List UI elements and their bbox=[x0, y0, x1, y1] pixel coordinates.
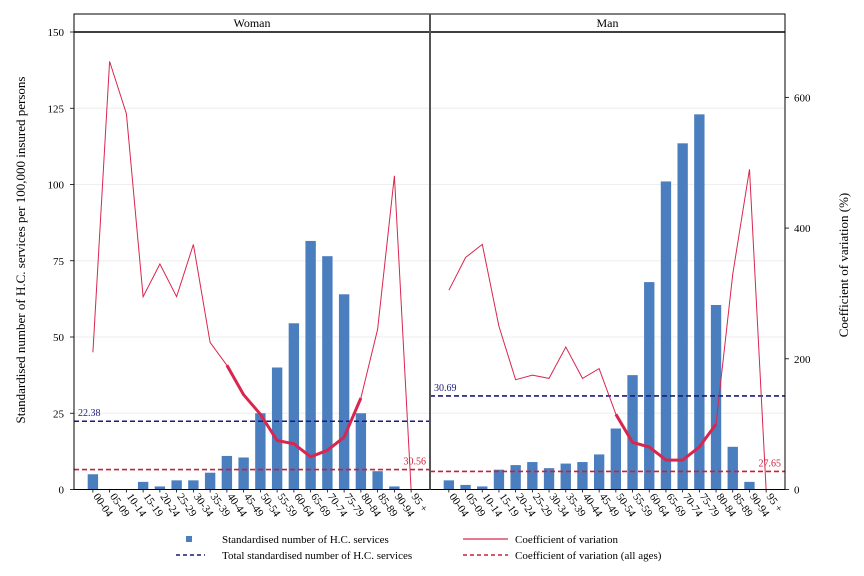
y2-tick-label: 0 bbox=[794, 485, 800, 497]
bar-woman-8 bbox=[221, 455, 233, 490]
facet-label-woman: Woman bbox=[233, 16, 270, 30]
y-tick-label: 50 bbox=[53, 332, 65, 344]
bar-woman-0 bbox=[87, 474, 99, 490]
legend-cv-label: Coefficient of variation bbox=[515, 534, 619, 546]
legend: Standardised number of H.C. services Tot… bbox=[176, 534, 662, 562]
cv-all-ref-label-woman: 30.56 bbox=[404, 457, 427, 468]
y-tick-label: 150 bbox=[48, 27, 65, 39]
bar-woman-5 bbox=[171, 480, 182, 490]
y-tick-label: 125 bbox=[48, 103, 65, 115]
cv-highlight-man bbox=[614, 413, 718, 462]
bar-woman-7 bbox=[204, 472, 216, 490]
bar-woman-6 bbox=[188, 480, 199, 490]
bar-man-15 bbox=[694, 114, 705, 490]
bar-man-11 bbox=[627, 375, 638, 490]
bar-woman-10 bbox=[255, 413, 266, 490]
y-tick-label: 0 bbox=[59, 485, 65, 497]
bar-man-5 bbox=[527, 462, 538, 490]
bar-woman-15 bbox=[338, 294, 350, 490]
bar-woman-9 bbox=[238, 457, 249, 490]
legend-total-label: Total standardised number of H.C. servic… bbox=[222, 550, 412, 562]
bar-woman-13 bbox=[305, 240, 316, 490]
bar-man-4 bbox=[510, 465, 521, 490]
y2-tick-label: 200 bbox=[794, 354, 811, 366]
bar-man-16 bbox=[710, 304, 722, 490]
bar-man-13 bbox=[660, 181, 672, 490]
bar-man-12 bbox=[644, 282, 655, 490]
bars-layer bbox=[87, 114, 755, 490]
bar-woman-14 bbox=[322, 256, 333, 490]
bar-man-3 bbox=[493, 469, 505, 490]
y2-tick-label: 600 bbox=[794, 92, 811, 104]
bar-woman-16 bbox=[355, 413, 367, 490]
bar-man-6 bbox=[543, 468, 555, 490]
bar-woman-18 bbox=[389, 486, 400, 490]
total-ref-label-woman: 22.38 bbox=[78, 408, 101, 419]
total-ref-label-man: 30.69 bbox=[434, 383, 457, 394]
bar-man-14 bbox=[677, 143, 688, 490]
y-tick-label: 25 bbox=[53, 408, 65, 420]
bar-man-10 bbox=[610, 428, 622, 490]
axes-layer: 00-0405-0910-1415-1920-2425-2930-3435-39… bbox=[48, 27, 812, 520]
bar-man-1 bbox=[460, 484, 471, 490]
bar-woman-4 bbox=[154, 486, 166, 490]
y-tick-label: 100 bbox=[48, 180, 65, 192]
bar-woman-11 bbox=[271, 367, 283, 490]
cv-all-ref-label-man: 27.65 bbox=[759, 458, 782, 469]
facet-label-man: Man bbox=[597, 16, 619, 30]
y2-axis-title: Coefficient of variation (%) bbox=[836, 193, 851, 338]
cv-lines-layer bbox=[92, 61, 767, 490]
legend-cv-all-label: Coefficient of variation (all ages) bbox=[515, 550, 662, 562]
reference-lines-layer: 22.38 30.56 30.69 27.65 bbox=[74, 383, 785, 473]
frame-layer: Woman Man bbox=[73, 13, 786, 490]
cv-highlight-woman bbox=[225, 364, 363, 459]
bar-man-0 bbox=[443, 480, 455, 490]
bar-man-18 bbox=[744, 481, 755, 490]
y-tick-label: 75 bbox=[53, 256, 65, 268]
y2-tick-label: 400 bbox=[794, 223, 811, 235]
bar-man-7 bbox=[560, 463, 571, 490]
bar-woman-3 bbox=[137, 481, 149, 490]
bar-man-2 bbox=[477, 486, 488, 490]
legend-bars-label: Standardised number of H.C. services bbox=[222, 534, 389, 546]
bar-woman-12 bbox=[288, 323, 300, 490]
bar-woman-17 bbox=[372, 471, 383, 490]
legend-bars-swatch bbox=[186, 536, 192, 542]
y-axis-title: Standardised number of H.C. services per… bbox=[13, 77, 28, 424]
bar-man-8 bbox=[577, 462, 588, 490]
bar-man-17 bbox=[727, 446, 738, 490]
